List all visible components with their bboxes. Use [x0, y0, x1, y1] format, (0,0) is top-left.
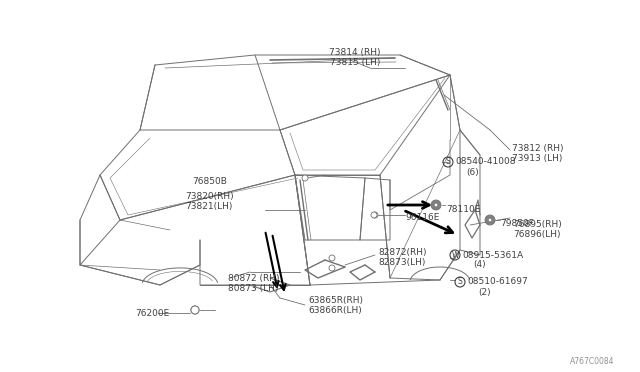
Text: 76895(RH): 76895(RH) [513, 221, 562, 230]
Circle shape [191, 306, 199, 314]
Text: (6): (6) [466, 167, 479, 176]
Circle shape [431, 200, 441, 210]
Text: 80872 (RH): 80872 (RH) [228, 273, 280, 282]
Text: 76200E: 76200E [135, 308, 169, 317]
Text: 08915-5361A: 08915-5361A [462, 250, 523, 260]
Text: 08540-41008: 08540-41008 [455, 157, 515, 167]
Text: A767C0084: A767C0084 [570, 357, 614, 366]
Text: 96116E: 96116E [405, 214, 440, 222]
Circle shape [488, 218, 492, 222]
Circle shape [329, 255, 335, 261]
Text: 76850B: 76850B [192, 177, 227, 186]
Text: 79850F: 79850F [500, 218, 534, 228]
Text: 73913 (LH): 73913 (LH) [512, 154, 563, 163]
Text: 08510-61697: 08510-61697 [467, 278, 528, 286]
Circle shape [329, 265, 335, 271]
Text: (4): (4) [473, 260, 486, 269]
Text: 82873(LH): 82873(LH) [378, 257, 426, 266]
Text: 63866R(LH): 63866R(LH) [308, 305, 362, 314]
Text: 78110E: 78110E [446, 205, 481, 215]
Text: 80873 (LH): 80873 (LH) [228, 283, 278, 292]
Text: 73815 (LH): 73815 (LH) [330, 58, 380, 67]
Text: 73820(RH): 73820(RH) [185, 192, 234, 202]
Text: 73812 (RH): 73812 (RH) [512, 144, 563, 153]
Circle shape [435, 203, 438, 207]
Text: W: W [451, 250, 459, 260]
Text: S: S [445, 157, 451, 167]
Text: 76896(LH): 76896(LH) [513, 231, 561, 240]
Text: 82872(RH): 82872(RH) [378, 247, 426, 257]
Text: S: S [458, 278, 462, 286]
Circle shape [191, 306, 199, 314]
Text: 63865R(RH): 63865R(RH) [308, 295, 363, 305]
Circle shape [371, 212, 377, 218]
Text: 73814 (RH): 73814 (RH) [329, 48, 381, 57]
Text: 73821(LH): 73821(LH) [185, 202, 232, 212]
Text: (2): (2) [478, 288, 491, 296]
Circle shape [485, 215, 495, 225]
Circle shape [302, 175, 308, 181]
